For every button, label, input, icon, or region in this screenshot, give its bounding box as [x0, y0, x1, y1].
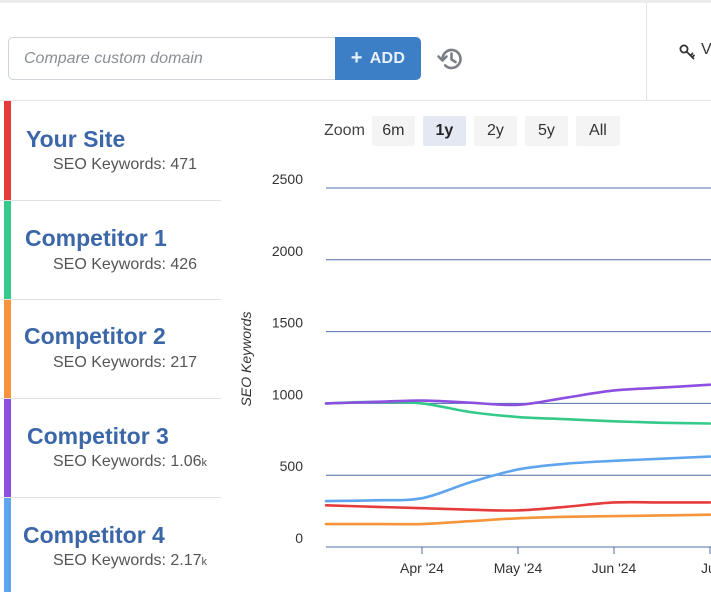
zoom-option-2y[interactable]: 2y [473, 116, 517, 146]
add-button-label: ADD [369, 49, 406, 67]
zoom-option-6m[interactable]: 6m [371, 116, 415, 146]
x-tick-label: May '24 [494, 560, 543, 576]
site-color-bar [4, 498, 11, 592]
zoom-label: Zoom [324, 122, 365, 139]
series-line-competitor-4 [324, 455, 711, 503]
y-tick-label: 500 [280, 458, 304, 474]
site-color-bar [4, 399, 11, 497]
site-name: Competitor 3 [27, 423, 169, 449]
site-card-your-site[interactable]: Your Site SEO Keywords: 471 [0, 101, 221, 201]
seo-keywords-chart: 0 500 1000 1500 2000 2500 SEO Keywords Apr '24 M… [238, 171, 711, 576]
series-line-competitor-2 [324, 513, 711, 526]
top-border [0, 0, 711, 3]
header-right-label: V [701, 41, 711, 58]
site-name: Competitor 4 [23, 522, 165, 548]
site-name: Competitor 2 [24, 323, 166, 349]
key-icon [679, 44, 695, 60]
competitor-sidebar: Your Site SEO Keywords: 471 Competitor 1… [0, 101, 221, 592]
site-color-bar [4, 201, 11, 299]
site-keyword-count: SEO Keywords: 1.06k [53, 453, 208, 470]
plus-icon: + [350, 46, 363, 69]
x-tick-label: Jun '24 [592, 560, 637, 576]
compare-domain-input[interactable] [8, 37, 336, 80]
site-keyword-count: SEO Keywords: 2.17k [53, 552, 208, 569]
site-color-bar [4, 101, 11, 200]
site-card-competitor-4[interactable]: Competitor 4 SEO Keywords: 2.17k [0, 498, 221, 592]
site-card-competitor-3[interactable]: Competitor 3 SEO Keywords: 1.06k [0, 399, 221, 498]
history-icon[interactable] [436, 44, 466, 74]
y-tick-label: 2500 [272, 171, 303, 187]
header-bar [0, 3, 711, 101]
zoom-option-1y[interactable]: 1y [422, 116, 466, 146]
y-tick-label: 1000 [272, 386, 303, 402]
y-axis-label: SEO Keywords [238, 312, 254, 407]
header-divider [646, 3, 647, 100]
add-domain-button[interactable]: + ADD [335, 37, 421, 80]
zoom-controls: Zoom 6m 1y 2y 5y All [324, 116, 628, 146]
y-tick-label: 2000 [272, 243, 303, 259]
y-tick-label: 0 [295, 530, 303, 546]
site-keyword-count: SEO Keywords: 471 [53, 156, 198, 173]
y-tick-label: 1500 [272, 315, 303, 331]
x-tick-label: Apr '24 [400, 560, 444, 576]
x-tick-label: Jul [701, 560, 711, 576]
site-name: Your Site [26, 126, 126, 152]
series-line-competitor-3 [324, 383, 711, 407]
site-name: Competitor 1 [25, 225, 167, 251]
zoom-option-all[interactable]: All [575, 116, 620, 146]
site-keyword-count: SEO Keywords: 217 [53, 354, 198, 371]
site-keyword-count: SEO Keywords: 426 [53, 256, 198, 273]
site-card-competitor-1[interactable]: Competitor 1 SEO Keywords: 426 [0, 201, 221, 300]
site-card-competitor-2[interactable]: Competitor 2 SEO Keywords: 217 [0, 300, 221, 399]
site-color-bar [4, 300, 11, 398]
series-line-your-site [324, 500, 711, 512]
zoom-option-5y[interactable]: 5y [524, 116, 568, 146]
